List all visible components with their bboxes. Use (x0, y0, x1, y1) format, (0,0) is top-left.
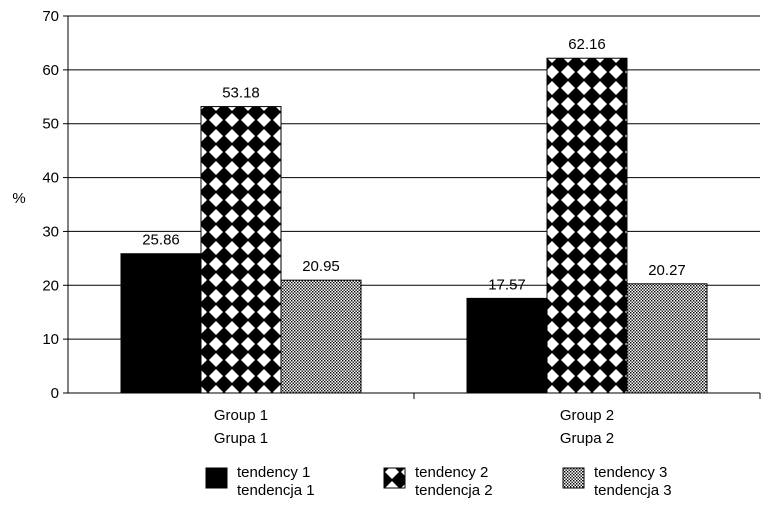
legend-label: tendencja 2 (415, 482, 493, 499)
bar (120, 253, 202, 394)
legend-label: tendency 1 (237, 464, 310, 481)
bar-value-label: 53.18 (222, 85, 260, 102)
bar-value-label: 20.95 (302, 258, 340, 275)
bar (546, 57, 628, 394)
legend-label: tendency 2 (415, 464, 488, 481)
bar-value-label: 62.16 (568, 36, 606, 53)
bar-value-label: 17.57 (488, 276, 526, 293)
bar (280, 279, 362, 394)
y-axis-label: % (12, 190, 25, 207)
y-tick-labels: 0 10 20 30 40 50 60 70 (42, 8, 59, 402)
legend-swatch (205, 467, 228, 489)
category-label: Group 1 (214, 407, 268, 424)
y-tick-label: 30 (42, 223, 59, 240)
category-label: Group 2 (560, 407, 614, 424)
bar (626, 283, 708, 394)
legend-label: tendencja 1 (237, 482, 315, 499)
legend-label: tendency 3 (594, 464, 667, 481)
bars (120, 57, 708, 394)
y-tick-label: 0 (51, 385, 59, 402)
category-labels: Group 1 Grupa 1 Group 2 Grupa 2 (214, 407, 614, 447)
axes (63, 15, 761, 399)
data-labels: 25.86 53.18 20.95 17.57 62.16 20.27 (142, 36, 686, 293)
bar (200, 106, 282, 394)
legend-swatch (383, 467, 406, 489)
bar (466, 297, 548, 394)
y-tick-label: 40 (42, 170, 59, 187)
bar-value-label: 20.27 (648, 262, 686, 279)
y-tick-label: 20 (42, 277, 59, 294)
bar-value-label: 25.86 (142, 232, 180, 249)
category-label: Grupa 2 (560, 430, 614, 447)
legend-swatch (562, 467, 585, 489)
y-tick-label: 60 (42, 62, 59, 79)
y-tick-label: 70 (42, 8, 59, 25)
y-tick-label: 50 (42, 116, 59, 133)
legend-label: tendencja 3 (594, 482, 672, 499)
y-tick-label: 10 (42, 331, 59, 348)
category-label: Grupa 1 (214, 430, 268, 447)
